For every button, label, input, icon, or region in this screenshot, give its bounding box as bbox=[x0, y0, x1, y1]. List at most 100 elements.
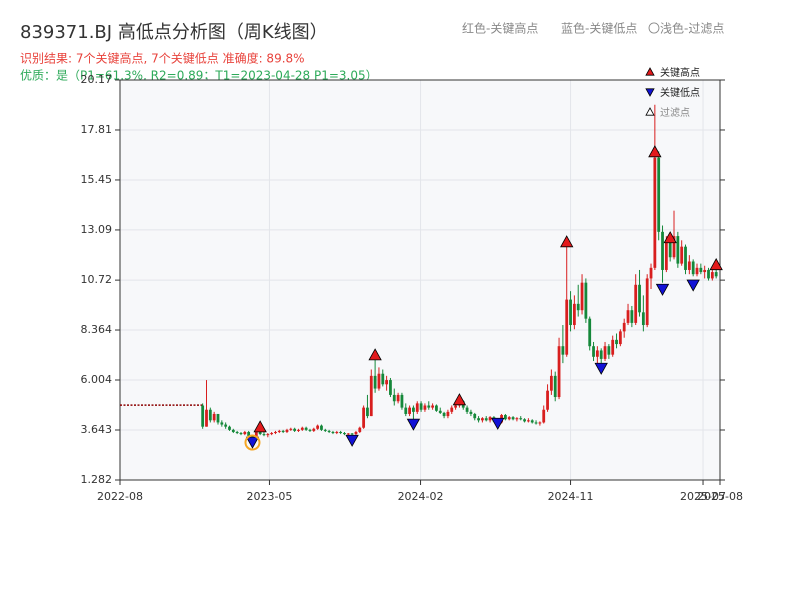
candle-body bbox=[293, 428, 297, 431]
marker-high bbox=[645, 107, 655, 116]
candle-body bbox=[285, 429, 289, 432]
x-tick-label: 2022-08 bbox=[97, 490, 143, 503]
marker-low bbox=[645, 88, 655, 97]
marker-high bbox=[645, 67, 655, 76]
candle-body bbox=[672, 236, 676, 258]
candle-body bbox=[687, 261, 691, 270]
x-tick-label: 2024-11 bbox=[548, 490, 594, 503]
candle-body bbox=[676, 236, 680, 264]
candle-body bbox=[595, 350, 599, 357]
candle-body bbox=[580, 282, 584, 311]
candle-body bbox=[346, 433, 350, 435]
marker-high bbox=[560, 235, 574, 248]
candle-body bbox=[661, 231, 664, 270]
candle-body bbox=[477, 418, 480, 421]
candle-body bbox=[381, 373, 385, 385]
y-tick-label: 20.17 bbox=[81, 73, 113, 86]
marker-low bbox=[655, 283, 670, 296]
marker-high bbox=[253, 420, 267, 433]
candle-body bbox=[561, 346, 565, 355]
candle-body bbox=[350, 433, 354, 435]
candle-body bbox=[699, 267, 703, 273]
candle-body bbox=[385, 380, 389, 385]
candle-body bbox=[684, 246, 687, 270]
header-note: 蓝色-关键低点 bbox=[561, 22, 637, 36]
candle-body bbox=[331, 431, 335, 434]
candle-body bbox=[565, 299, 569, 355]
candle-body bbox=[412, 407, 415, 412]
candle-body bbox=[557, 346, 561, 398]
y-tick-label: 13.09 bbox=[81, 223, 113, 236]
candle-body bbox=[212, 413, 216, 421]
candle-body bbox=[442, 412, 446, 417]
candle-body bbox=[320, 425, 323, 430]
marker-high bbox=[368, 348, 382, 361]
candle-body bbox=[427, 405, 431, 408]
candle-body bbox=[389, 380, 392, 395]
candle-body bbox=[473, 413, 477, 419]
candle-body bbox=[400, 394, 404, 408]
candle-body bbox=[710, 272, 714, 279]
header-note: 〇浅色-过滤点 bbox=[648, 22, 724, 36]
candle-body bbox=[523, 419, 526, 422]
y-tick-label: 15.45 bbox=[81, 173, 113, 186]
candle-body bbox=[626, 310, 630, 323]
candle-body bbox=[377, 373, 381, 389]
candle-body bbox=[208, 409, 212, 421]
candle-body bbox=[369, 375, 373, 417]
candle-body bbox=[530, 420, 534, 423]
candle-body bbox=[481, 418, 484, 421]
candle-body bbox=[634, 284, 638, 323]
candle-body bbox=[465, 407, 469, 412]
candle-body bbox=[392, 394, 396, 402]
candle-body bbox=[281, 430, 285, 432]
candle-body bbox=[649, 267, 653, 279]
marker-high bbox=[452, 393, 467, 406]
candle-body bbox=[622, 322, 626, 332]
y-tick-label: 6.004 bbox=[81, 373, 113, 386]
candle-body bbox=[404, 407, 408, 414]
candle-body bbox=[645, 278, 649, 326]
candle-body bbox=[205, 409, 208, 427]
candle-body bbox=[446, 411, 450, 417]
candle-body bbox=[534, 422, 538, 424]
candle-body bbox=[549, 375, 553, 391]
y-tick-label: 1.282 bbox=[81, 473, 113, 486]
plot-frame bbox=[119, 79, 721, 481]
candle-body bbox=[224, 424, 228, 427]
candle-body bbox=[366, 407, 369, 417]
candle-body bbox=[277, 430, 281, 432]
marker-low bbox=[491, 417, 505, 430]
candle-body bbox=[297, 429, 300, 431]
candle-body bbox=[546, 390, 549, 410]
candle-body bbox=[680, 246, 684, 264]
candle-body bbox=[504, 415, 507, 420]
candle-body bbox=[216, 413, 220, 423]
candle-body bbox=[553, 375, 557, 398]
legend-label: 关键低点 bbox=[660, 86, 700, 99]
candle-body bbox=[247, 431, 251, 437]
candle-body bbox=[507, 417, 511, 420]
candle-body bbox=[258, 431, 262, 435]
candle-body bbox=[664, 242, 668, 270]
candle-body bbox=[335, 431, 339, 434]
candle-body bbox=[373, 375, 377, 389]
candle-body bbox=[714, 272, 718, 277]
candle-body bbox=[312, 428, 316, 431]
header-note: 红色-关键高点 bbox=[462, 21, 538, 36]
candle-body bbox=[220, 422, 224, 425]
candle-body bbox=[542, 409, 546, 423]
candle-body bbox=[343, 433, 346, 435]
candle-body bbox=[274, 431, 277, 434]
x-tick-label: 2023-05 bbox=[246, 490, 292, 503]
y-tick-label: 8.364 bbox=[81, 323, 113, 336]
candle-body bbox=[691, 261, 695, 275]
marker-low bbox=[406, 418, 421, 431]
candle-body bbox=[423, 405, 427, 410]
candle-body bbox=[231, 429, 235, 432]
candle-body bbox=[526, 420, 530, 422]
candle-body bbox=[519, 418, 523, 420]
chart-title: 839371.BJ 高低点分析图（周K线图） bbox=[20, 22, 328, 43]
candle-body bbox=[289, 428, 293, 430]
